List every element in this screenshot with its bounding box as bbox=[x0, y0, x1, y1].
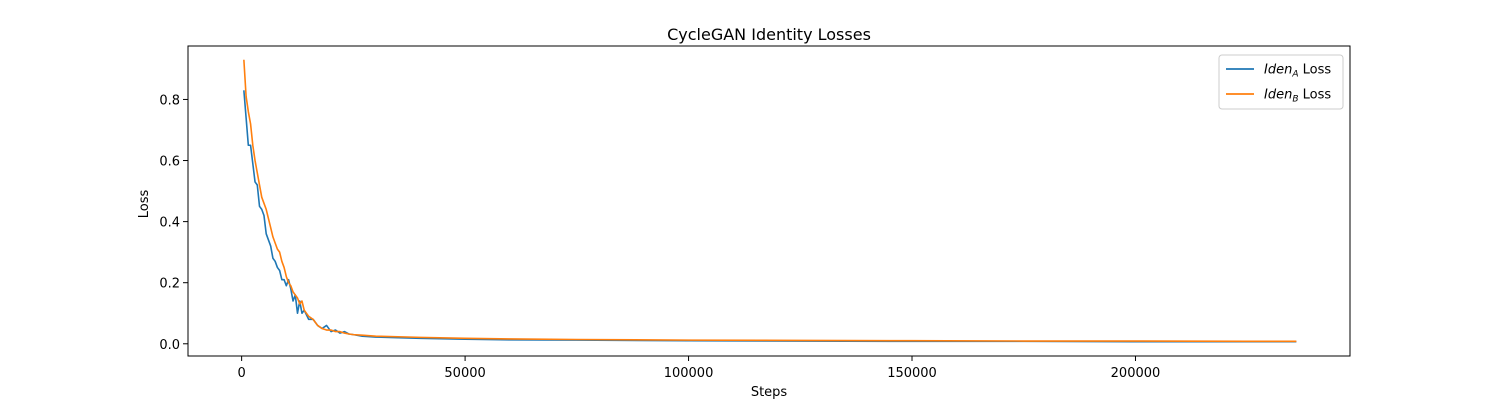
x-axis-title: Steps bbox=[751, 385, 788, 400]
x-tick-label: 200000 bbox=[1111, 366, 1161, 381]
plot-area bbox=[187, 45, 1351, 357]
x-tick-label: 100000 bbox=[664, 366, 714, 381]
x-tick-label: 150000 bbox=[887, 366, 937, 381]
legend-label-b: IdenB Loss bbox=[1264, 88, 1331, 105]
y-tick-label: 0.4 bbox=[159, 216, 180, 231]
y-axis: 0.0 0.2 0.4 0.6 0.8 bbox=[159, 93, 188, 353]
y-axis-title: Loss bbox=[137, 190, 152, 219]
x-tick-label: 0 bbox=[237, 366, 245, 381]
plot-frame bbox=[187, 45, 1351, 357]
x-axis: 0 50000 100000 150000 200000 bbox=[237, 356, 1160, 381]
series-line-a bbox=[243, 90, 1297, 343]
legend-label-a: IdenA Loss bbox=[1264, 63, 1331, 80]
y-tick-label: 0.6 bbox=[159, 155, 180, 170]
legend: IdenA Loss IdenB Loss bbox=[1218, 54, 1344, 110]
y-tick-label: 0.0 bbox=[159, 338, 180, 353]
x-tick-label: 50000 bbox=[444, 366, 485, 381]
y-tick-label: 0.8 bbox=[159, 93, 180, 108]
y-tick-label: 0.2 bbox=[159, 277, 180, 292]
chart-title: CycleGAN Identity Losses bbox=[667, 25, 871, 44]
series-line-b bbox=[243, 59, 1297, 343]
